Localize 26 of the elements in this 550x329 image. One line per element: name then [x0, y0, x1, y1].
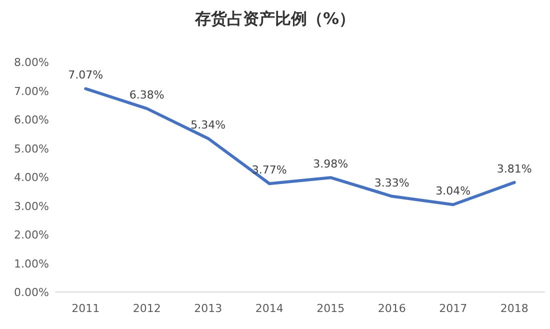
x-tick-label: 2017 — [439, 302, 468, 315]
y-tick-label: 1.00% — [14, 257, 49, 270]
data-label: 3.81% — [496, 162, 532, 176]
data-label: 3.33% — [374, 176, 410, 190]
data-label: 5.34% — [190, 118, 226, 132]
x-tick-label: 2016 — [378, 302, 406, 315]
x-tick-label: 2013 — [194, 302, 222, 315]
x-tick-label: 2018 — [500, 302, 528, 315]
y-tick-label: 2.00% — [14, 228, 49, 242]
y-tick-label: 8.00% — [14, 56, 49, 69]
data-label: 3.98% — [313, 158, 348, 171]
x-tick-label: 2014 — [255, 302, 284, 315]
data-label: 6.38% — [129, 88, 164, 102]
chart-title: 存货占资产比例（%） — [194, 9, 356, 28]
y-tick-label: 5.00% — [14, 142, 49, 156]
x-tick-label: 2012 — [132, 302, 161, 315]
data-label: 7.07% — [68, 68, 104, 82]
x-tick-label: 2011 — [72, 302, 100, 315]
y-tick-label: 7.00% — [14, 84, 49, 98]
y-tick-label: 6.00% — [14, 114, 49, 126]
data-label: 3.77% — [252, 164, 287, 177]
x-tick-label: 2015 — [316, 302, 345, 315]
y-tick-label: 4.00% — [14, 171, 49, 184]
y-tick-label: 3.00% — [14, 200, 49, 213]
y-tick-label: 0.00% — [14, 286, 49, 299]
data-label: 3.04% — [436, 184, 471, 198]
